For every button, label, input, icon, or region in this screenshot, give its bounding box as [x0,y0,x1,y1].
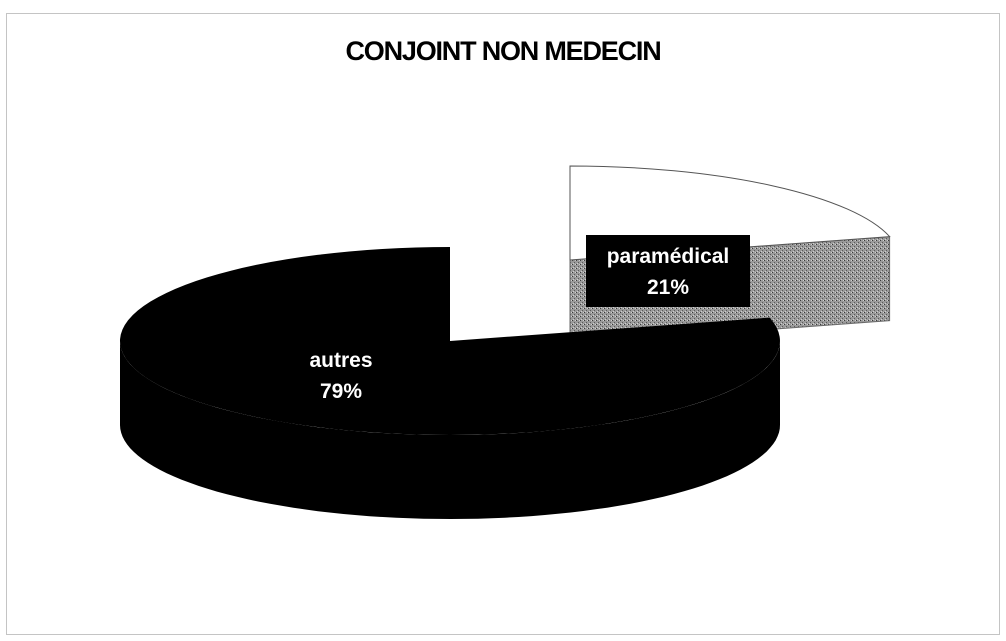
data-label-box-paramedical [586,235,750,307]
slice-top-autres [119,247,780,435]
data-label-value-autres: 79% [320,380,362,403]
data-label-value-paramedical: 21% [647,276,689,299]
data-label-name-paramedical: paramédical [607,245,730,268]
chart-title: CONJOINT NON MEDECIN [345,36,661,66]
chart-frame [6,13,1000,635]
pie-slice-autres [119,247,780,519]
slice-side-autres [120,340,780,519]
data-label-name-autres: autres [309,349,372,372]
